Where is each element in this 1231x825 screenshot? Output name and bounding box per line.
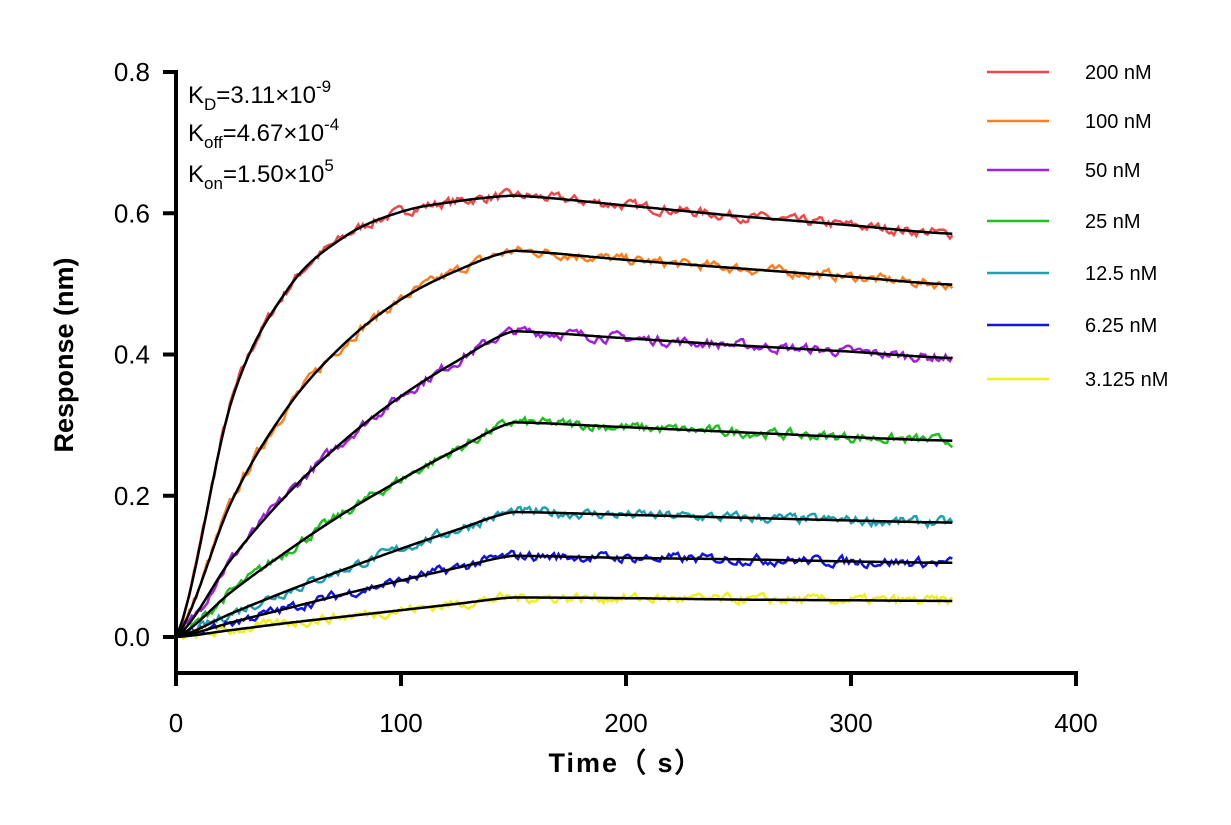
measured-curve-6.25nM <box>175 549 953 639</box>
kd-annotation: KD=3.11×10-9 <box>188 77 331 114</box>
kon-annotation: Kon=1.50×105 <box>188 156 334 193</box>
fit-curve-6.25nM <box>175 554 953 639</box>
x-tick-label: 0 <box>169 708 183 738</box>
fit-curve-3.125nM <box>175 596 953 639</box>
measured-curve-25nM <box>175 415 954 640</box>
measured-curve-100nM <box>175 245 954 638</box>
x-tick-label: 200 <box>604 708 647 738</box>
fit-curve-100nM <box>175 249 953 638</box>
y-tick-label: 0.4 <box>114 340 150 370</box>
fit-curve-25nM <box>175 421 953 639</box>
y-tick-label: 0.8 <box>114 57 150 87</box>
legend-label: 12.5 nM <box>1085 263 1157 285</box>
legend-label: 200 nM <box>1085 62 1152 84</box>
legend-label: 100 nM <box>1085 111 1152 133</box>
y-tick-label: 0.6 <box>114 198 150 228</box>
legend-label: 50 nM <box>1085 160 1141 182</box>
fit-curve-12.5nM <box>175 510 953 639</box>
fit-curve-50nM <box>175 329 953 639</box>
measured-curves <box>174 187 954 641</box>
x-tick-label: 100 <box>379 708 422 738</box>
fit-curve-200nM <box>174 194 953 638</box>
x-axis-title: Time（ s） <box>548 748 703 778</box>
legend: 200 nM 100 nM 50 nM 25 nM 12.5 nM 6.25 nM 3.12… <box>987 62 1168 391</box>
y-tick-label: 0.2 <box>114 481 150 511</box>
x-tick-label: 400 <box>1054 708 1097 738</box>
koff-annotation: Koff=4.67×10-4 <box>188 115 339 152</box>
legend-label: 3.125 nM <box>1085 369 1168 391</box>
legend-label: 6.25 nM <box>1085 315 1157 337</box>
legend-label: 25 nM <box>1085 211 1141 233</box>
fit-curves <box>174 194 953 639</box>
y-axis-title: Response (nm) <box>49 257 79 452</box>
x-tick-label: 300 <box>829 708 872 738</box>
measured-curve-12.5nM <box>175 505 954 639</box>
y-tick-label: 0.0 <box>114 622 150 652</box>
kinetics-annotation: KD=3.11×10-9 Koff=4.67×10-4 Kon=1.50×105 <box>188 77 339 193</box>
